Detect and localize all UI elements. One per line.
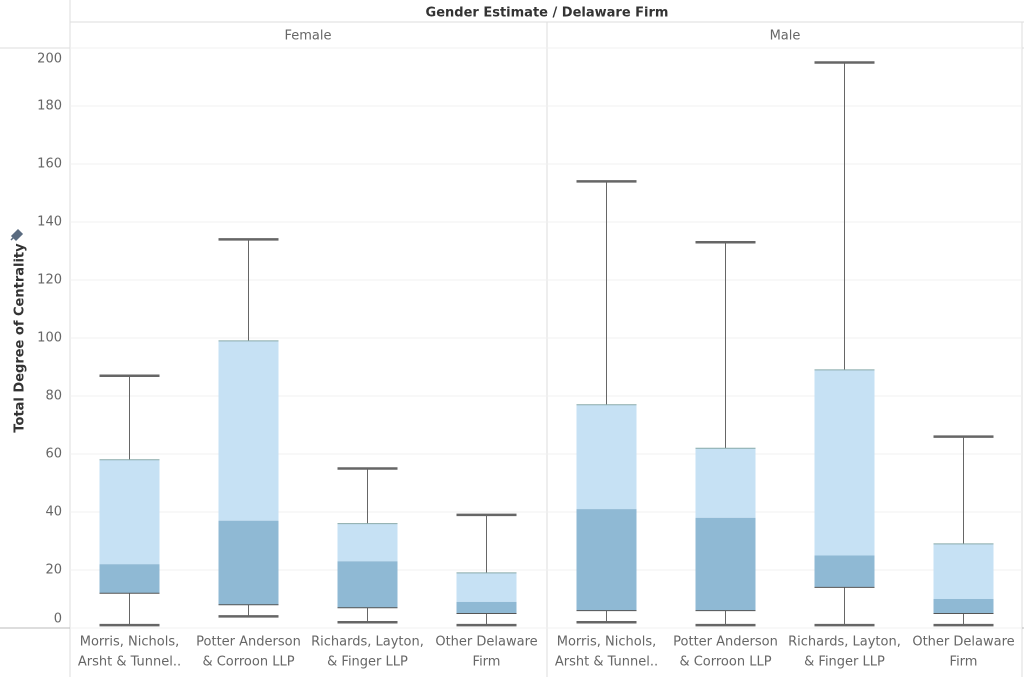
x-tick-label: & Finger LLP <box>327 655 408 670</box>
x-tick-label: Richards, Layton, <box>788 635 901 650</box>
x-tick-label: Arsht & Tunnel.. <box>78 655 181 670</box>
y-tick-label: 20 <box>45 563 62 578</box>
panel-label: Female <box>284 29 331 44</box>
y-tick-label: 120 <box>37 273 62 288</box>
y-tick-label: 40 <box>45 505 62 520</box>
x-tick-label: Potter Anderson <box>196 635 301 650</box>
box-lower <box>99 564 160 594</box>
y-tick-label: 100 <box>37 331 62 346</box>
box-upper <box>337 523 398 562</box>
box-lower <box>456 601 517 614</box>
x-tick-label: Firm <box>473 655 501 670</box>
box-upper <box>933 543 994 599</box>
x-tick-label: Morris, Nichols, <box>557 635 656 650</box>
box-lower <box>337 561 398 608</box>
x-tick-label: Potter Anderson <box>673 635 778 650</box>
x-tick-label: & Corroon LLP <box>202 655 294 670</box>
box-lower <box>576 509 637 611</box>
box-upper <box>814 369 875 556</box>
box-lower <box>933 599 994 614</box>
y-tick-label: 80 <box>45 389 62 404</box>
x-tick-label: Firm <box>950 655 978 670</box>
y-tick-label: 160 <box>37 157 62 172</box>
box-lower <box>814 555 875 588</box>
x-tick-label: & Finger LLP <box>804 655 885 670</box>
box-upper <box>99 459 160 565</box>
y-tick-label: 0 <box>54 612 62 627</box>
box-upper <box>695 448 756 518</box>
y-tick-label: 140 <box>37 215 62 230</box>
x-tick-label: & Corroon LLP <box>679 655 771 670</box>
x-tick-label: Morris, Nichols, <box>80 635 179 650</box>
y-tick-label: 180 <box>37 99 62 114</box>
x-tick-label: Richards, Layton, <box>311 635 424 650</box>
x-tick-label: Arsht & Tunnel.. <box>555 655 658 670</box>
box-upper <box>576 404 637 510</box>
y-axis-label: Total Degree of Centrality <box>13 243 28 433</box>
x-tick-label: Other Delaware <box>435 635 537 650</box>
pin-icon <box>10 228 24 242</box>
x-tick-label: Other Delaware <box>912 635 1014 650</box>
box-lower <box>695 517 756 611</box>
box-upper <box>456 572 517 602</box>
y-tick-label: 200 <box>37 52 62 67</box>
box-upper <box>218 340 279 521</box>
panel-label: Male <box>770 29 801 44</box>
box-lower <box>218 520 279 605</box>
y-tick-label: 60 <box>45 447 62 462</box>
chart-title: Gender Estimate / Delaware Firm <box>426 6 669 21</box>
